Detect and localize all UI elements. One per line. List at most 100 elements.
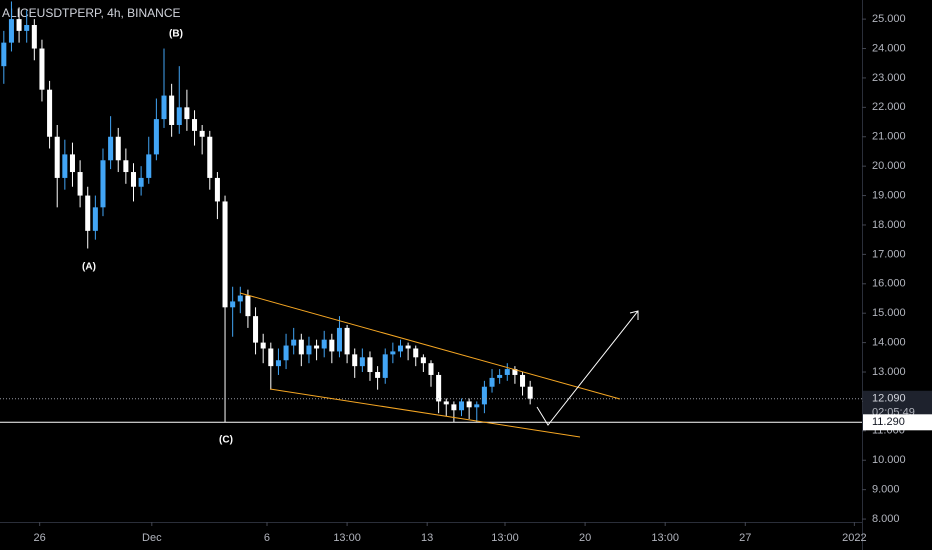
y-tick-label: 22.000 [872,101,906,113]
candle-body [222,201,228,308]
x-tick-label: 27 [739,532,751,544]
candle-body [436,374,442,402]
chart-title: ALICEUSDTPERP, 4h, BINANCE [2,6,181,20]
candle-body [253,316,259,343]
x-tick-label: Dec [142,532,162,544]
wave-label: (B) [169,29,183,40]
hline-label: 11.290 [872,416,905,428]
candle-body [481,386,487,405]
candle-body [69,154,75,173]
candle-body [24,24,30,31]
candle-body [512,369,518,375]
candle-body [92,207,98,231]
candle-body [352,354,358,367]
candle-body [428,363,434,375]
candle-body [451,404,457,411]
trendline-upper [239,292,621,400]
candle-body [520,374,526,387]
candle-body [207,136,213,178]
y-tick-label: 16.000 [872,278,906,290]
candle-body [329,339,335,352]
x-tick-label: 13:00 [333,532,361,544]
candle-body [344,327,350,355]
y-tick-label: 8.000 [872,513,900,525]
candle-body [237,295,243,302]
candle-body [275,360,281,367]
candle-body [375,372,381,378]
candle-body [192,119,198,131]
candle-body [77,172,83,196]
candle-body [62,154,68,178]
candle-body [31,24,37,49]
candle-body [466,401,472,408]
y-tick-label: 15.000 [872,307,906,319]
x-tick-label: 6 [264,532,270,544]
y-tick-label: 13.000 [872,366,906,378]
candle-body [474,404,480,408]
wave-label: (C) [219,435,233,446]
x-tick-label: 13 [421,532,433,544]
candle-body [489,377,495,387]
candle-body [336,327,342,352]
wave-label: (A) [82,262,96,273]
y-tick-label: 25.000 [872,13,906,25]
candle-body [169,95,175,125]
candle-body [413,348,419,358]
candle-body [108,136,114,161]
x-tick-label: 13:00 [491,532,519,544]
y-tick-label: 24.000 [872,42,906,54]
candle-body [443,401,449,405]
candle-body [314,345,320,349]
marks: 8.0009.00010.00011.00012.00013.00014.000… [0,1,906,544]
candle-body [54,136,60,178]
y-tick-label: 9.000 [872,484,900,496]
trendline-lower [269,388,581,438]
candle-body [16,19,22,31]
candle-body [268,348,274,367]
candle-body [176,107,182,125]
candle-body [123,160,129,173]
candle-body [138,177,144,187]
candle-body [39,48,45,90]
candle-body [321,339,327,349]
y-tick-label: 21.000 [872,131,906,143]
y-tick-label: 19.000 [872,189,906,201]
y-tick-label: 10.000 [872,454,906,466]
candle-body [85,195,91,231]
candle-body [230,301,236,308]
y-tick-label: 14.000 [872,337,906,349]
x-tick-label: 26 [34,532,46,544]
candle-body [306,345,312,355]
y-tick-label: 20.000 [872,160,906,172]
candle-body [420,357,426,364]
candle-body [214,177,220,202]
last-price-label: 12.090 [872,393,906,405]
candle-body [291,339,297,346]
candle-body [184,107,190,120]
candle-body [130,172,137,187]
candle-body [367,357,373,373]
y-tick-label: 23.000 [872,72,906,84]
candle-body [199,130,205,137]
candle-body [245,295,251,317]
candle-body [497,374,503,378]
candle-body [397,345,404,352]
x-tick-label: 20 [579,532,591,544]
candle-body [1,42,7,67]
hline-box [863,414,932,431]
candle-body [8,19,14,43]
candle-body [527,386,533,399]
projection-arrow [536,310,639,426]
x-tick-label: 2022 [842,532,866,544]
candle-body [382,354,388,378]
candle-body [298,339,304,355]
candle-body [260,342,266,349]
candle-body [504,369,510,375]
candle-body [390,351,396,355]
y-tick-label: 17.000 [872,248,906,260]
candle-body [458,401,465,411]
candle-body [47,89,53,137]
candle-body [161,95,167,120]
